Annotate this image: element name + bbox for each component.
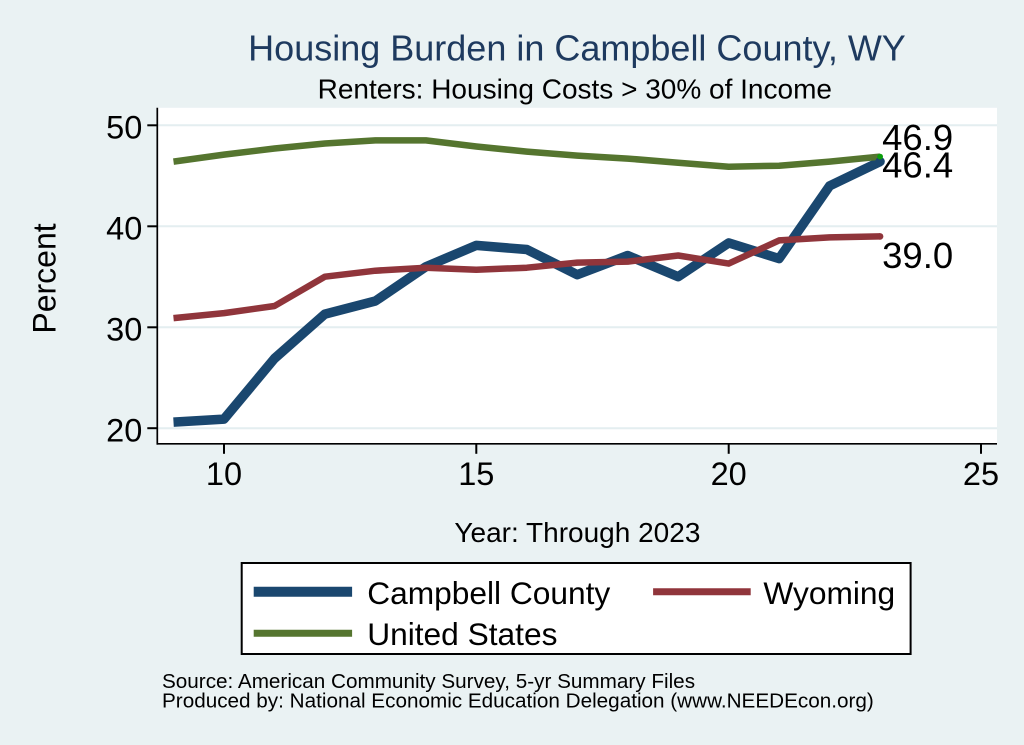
svg-text:Campbell County: Campbell County [367,575,610,611]
svg-text:Source: American Community Sur: Source: American Community Survey, 5-yr … [162,670,695,693]
svg-text:Housing Burden in Campbell Cou: Housing Burden in Campbell County, WY [248,28,906,69]
svg-text:20: 20 [106,413,142,449]
svg-text:Renters: Housing Costs > 30% o: Renters: Housing Costs > 30% of Income [318,73,832,104]
svg-text:46.4: 46.4 [882,145,953,186]
svg-text:39.0: 39.0 [882,235,953,276]
svg-text:40: 40 [106,211,142,247]
svg-text:30: 30 [106,312,142,348]
svg-text:Produced by: National Economic: Produced by: National Economic Education… [162,690,874,713]
svg-text:Percent: Percent [27,223,63,333]
svg-text:15: 15 [458,456,494,492]
svg-text:Wyoming: Wyoming [763,575,895,611]
svg-text:10: 10 [206,456,242,492]
svg-text:United States: United States [367,616,557,652]
svg-text:Year: Through 2023: Year: Through 2023 [454,517,700,548]
svg-text:46.9: 46.9 [882,117,953,158]
svg-text:50: 50 [106,110,142,146]
svg-text:25: 25 [963,456,999,492]
svg-text:20: 20 [711,456,747,492]
